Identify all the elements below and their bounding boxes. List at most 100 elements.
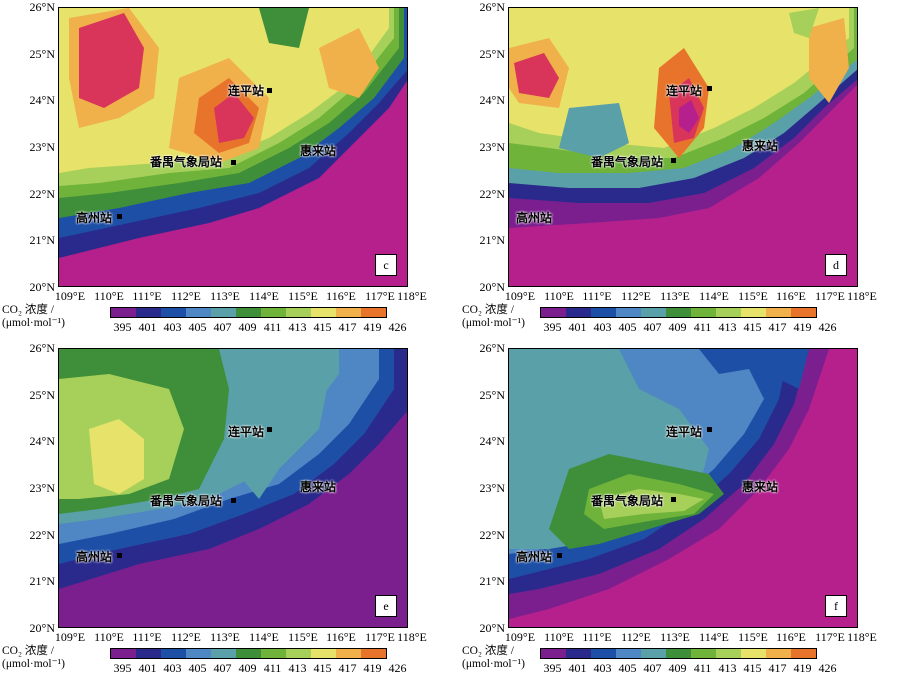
map-panel-d: d 连平站 番禺气象局站 惠来站 高州站 26°N 25°N 24°N 23°N… — [450, 0, 880, 341]
legend-value: 405 — [618, 661, 637, 675]
map-panel-f: f 连平站 番禺气象局站 惠来站 高州站 26°N 25°N 24°N 23°N… — [450, 341, 880, 682]
lat-label: 20°N — [479, 621, 505, 635]
lon-label: 114°E — [249, 630, 279, 644]
lat-label: 23°N — [479, 140, 505, 154]
legend-value: 401 — [568, 320, 587, 334]
station-label-gaozhou: 高州站 — [76, 550, 113, 564]
legend-value: 395 — [113, 320, 132, 334]
lat-label: 20°N — [29, 280, 55, 294]
legend-title: CO₂ 浓度 / (μmol·mol⁻¹) — [462, 304, 525, 330]
legend-title-line1: CO₂ 浓度 / — [2, 304, 54, 316]
legend-swatch — [236, 308, 261, 317]
legend-swatch — [616, 308, 641, 317]
legend-value: 401 — [138, 320, 157, 334]
legend-value: 407 — [213, 320, 232, 334]
station-dot-panyu — [231, 498, 236, 503]
legend-swatch — [261, 649, 286, 658]
lat-label: 21°N — [29, 574, 55, 588]
station-label-huilai: 惠来站 — [742, 139, 779, 153]
legend-title-line2: (μmol·mol⁻¹) — [462, 317, 525, 329]
lon-label: 115°E — [288, 289, 318, 303]
lat-label: 22°N — [479, 528, 505, 542]
lon-label: 112°E — [621, 630, 651, 644]
legend-swatch — [641, 649, 666, 658]
legend-value: 415 — [313, 320, 332, 334]
lon-label: 117°E — [365, 289, 395, 303]
station-label-lianping: 连平站 — [228, 84, 265, 98]
lon-label: 109°E — [504, 289, 536, 303]
lat-label: 26°N — [479, 341, 505, 355]
legend-swatch — [741, 308, 766, 317]
legend-swatch — [336, 649, 361, 658]
legend-value: 413 — [718, 320, 737, 334]
map-panel-e: e 连平站 番禺气象局站 惠来站 高州站 26°N 25°N 24°N 23°N… — [0, 341, 430, 682]
legend-swatch — [111, 649, 136, 658]
legend-value: 411 — [693, 661, 712, 675]
lat-label: 24°N — [29, 93, 55, 107]
legend-swatch — [336, 308, 361, 317]
station-dot-gaozhou — [117, 553, 122, 558]
legend-title: CO₂ 浓度 / (μmol·mol⁻¹) — [2, 304, 65, 330]
legend-swatch — [236, 649, 261, 658]
lon-label: 113°E — [210, 289, 240, 303]
legend-value: 413 — [718, 661, 737, 675]
lat-label: 26°N — [29, 0, 55, 14]
legend-value: 426 — [818, 661, 837, 675]
legend-value: 417 — [338, 320, 357, 334]
lon-label: 110°E — [544, 289, 574, 303]
lon-label: 113°E — [660, 289, 690, 303]
legend-swatch — [211, 308, 236, 317]
station-label-huilai: 惠来站 — [742, 480, 779, 494]
legend-value: 395 — [543, 661, 562, 675]
lon-label: 116°E — [776, 289, 806, 303]
legend-swatch — [211, 649, 236, 658]
legend-swatch — [311, 308, 336, 317]
legend-value: 403 — [163, 661, 182, 675]
legend-value: 405 — [618, 320, 637, 334]
station-label-gaozhou: 高州站 — [516, 550, 553, 564]
lon-label: 112°E — [171, 630, 201, 644]
legend-swatch — [716, 649, 741, 658]
lon-label: 118°E — [397, 289, 427, 303]
lat-label: 23°N — [29, 140, 55, 154]
lon-label: 111°E — [132, 289, 162, 303]
legend-value: 403 — [163, 320, 182, 334]
legend-value: 409 — [238, 320, 257, 334]
legend-title-line2: (μmol·mol⁻¹) — [2, 317, 65, 329]
station-dot-panyu — [671, 158, 676, 163]
lon-label: 111°E — [582, 630, 612, 644]
legend-swatch — [691, 308, 716, 317]
station-dot-lianping — [707, 427, 712, 432]
lon-label: 110°E — [544, 630, 574, 644]
legend-title: CO₂ 浓度 / (μmol·mol⁻¹) — [2, 645, 65, 671]
lon-label: 114°E — [249, 289, 279, 303]
lon-label: 116°E — [326, 289, 356, 303]
legend-value: 419 — [363, 320, 382, 334]
legend-swatch — [641, 308, 666, 317]
legend-swatch — [791, 308, 816, 317]
color-legend-bar — [540, 648, 817, 659]
lon-label: 117°E — [815, 289, 845, 303]
lat-label: 21°N — [479, 574, 505, 588]
legend-value: 409 — [668, 661, 687, 675]
legend-value: 419 — [793, 320, 812, 334]
legend-value: 413 — [288, 661, 307, 675]
legend-swatch — [616, 649, 641, 658]
station-dot-gaozhou — [117, 214, 122, 219]
lat-label: 24°N — [29, 434, 55, 448]
map-c: c — [58, 7, 408, 287]
lat-label: 22°N — [29, 528, 55, 542]
legend-title-line1: CO₂ 浓度 / — [462, 304, 514, 316]
lon-label: 109°E — [54, 630, 86, 644]
lat-label: 26°N — [29, 341, 55, 355]
station-label-panyu: 番禺气象局站 — [591, 155, 664, 169]
legend-swatch — [666, 649, 691, 658]
legend-swatch — [766, 308, 791, 317]
station-label-huilai: 惠来站 — [300, 480, 337, 494]
legend-swatch — [161, 649, 186, 658]
station-label-lianping: 连平站 — [666, 84, 703, 98]
lon-label: 117°E — [365, 630, 395, 644]
legend-value: 419 — [793, 661, 812, 675]
legend-value: 411 — [263, 320, 282, 334]
lon-label: 111°E — [132, 630, 162, 644]
